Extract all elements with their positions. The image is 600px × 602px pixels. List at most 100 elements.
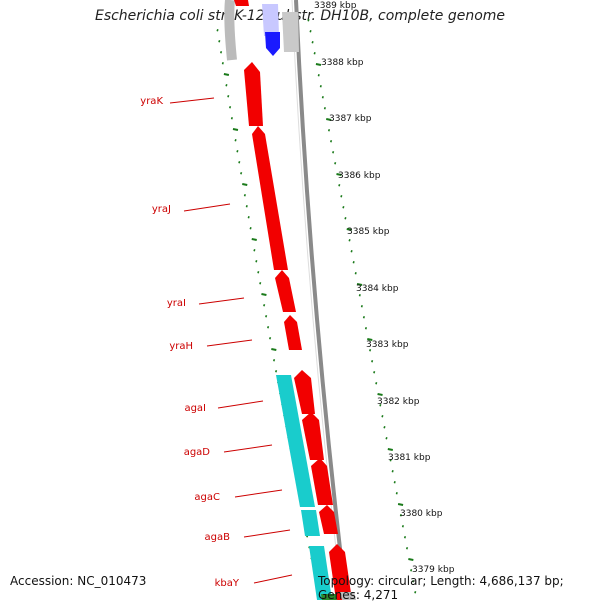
- tick-mark: [321, 96, 324, 99]
- tick-mark: [326, 118, 332, 121]
- tick-mark: [354, 272, 357, 275]
- tick-mark: [259, 282, 262, 285]
- gene-label-yraH[interactable]: yraH: [169, 341, 193, 352]
- tick-mark: [234, 139, 237, 142]
- scale-label: 3385 kbp: [347, 227, 390, 237]
- tick-mark: [317, 74, 320, 77]
- tick-mark: [338, 184, 341, 187]
- gene-kbaY[interactable]: [329, 544, 352, 600]
- scale-labels: 3389 kbp 3388 kbp 3387 kbp 3386 kbp 3385 kbp…: [314, 1, 455, 575]
- outer-ring-fragment: [224, 0, 237, 61]
- tick-mark: [336, 173, 342, 176]
- tick-mark: [403, 536, 407, 539]
- gene-agaC[interactable]: [311, 458, 333, 505]
- tick-mark: [251, 238, 257, 241]
- feature-top-blue-arrow: [265, 32, 280, 56]
- tick-mark: [387, 448, 394, 451]
- tick-mark: [243, 194, 246, 197]
- orf-3: [309, 546, 332, 600]
- leader-line: [223, 444, 273, 453]
- accession-label: Accession: NC_010473: [10, 574, 147, 588]
- gene-label-leaders: [169, 97, 293, 584]
- genome-summary: Topology: circular; Length: 4,686,137 bp…: [318, 574, 564, 602]
- tick-mark: [216, 29, 219, 32]
- tick-mark: [334, 162, 337, 165]
- gene-label-kbaY[interactable]: kbaY: [215, 578, 240, 589]
- tick-mark: [350, 250, 353, 253]
- tick-mark: [229, 106, 232, 109]
- tick-mark: [342, 206, 345, 209]
- gene-label-agaC[interactable]: agaC: [194, 492, 220, 503]
- orf-1: [276, 375, 315, 507]
- tick-mark: [389, 459, 392, 462]
- leader-line: [183, 203, 231, 212]
- orf-2: [301, 510, 320, 536]
- scale-label: 3383 kbp: [366, 340, 409, 350]
- tick-mark: [385, 437, 388, 440]
- gene-yraH[interactable]: [284, 315, 302, 350]
- gene-label-agaB[interactable]: agaB: [205, 532, 231, 543]
- gene-yraJ[interactable]: [252, 126, 288, 270]
- tick-mark: [332, 151, 335, 154]
- tick-mark: [227, 95, 230, 98]
- gene-label-yraJ[interactable]: yraJ: [152, 204, 171, 215]
- gene-label-agaI[interactable]: agaI: [184, 403, 206, 414]
- leader-line: [169, 97, 215, 104]
- tick-mark: [408, 558, 414, 561]
- tick-mark: [265, 315, 268, 318]
- gene-yraI[interactable]: [275, 270, 296, 312]
- tick-mark: [218, 40, 221, 43]
- leader-line: [206, 339, 253, 347]
- tick-mark: [257, 271, 260, 274]
- feature-bottom-green: [321, 594, 337, 600]
- tick-mark: [315, 63, 322, 66]
- gene-labels: yraK yraJ yraI yraH agaI agaD agaC agaB kbaY: [140, 96, 240, 589]
- tick-mark: [360, 305, 363, 308]
- gene-agaI[interactable]: [294, 370, 315, 414]
- gene-agaB[interactable]: [319, 505, 338, 534]
- tick-mark: [267, 326, 270, 329]
- tick-mark: [348, 239, 351, 242]
- tick-mark: [323, 107, 326, 110]
- tick-mark: [269, 337, 272, 340]
- tick-mark: [383, 426, 386, 429]
- tick-mark: [346, 228, 352, 231]
- gene-label-agaD[interactable]: agaD: [184, 447, 211, 458]
- tick-mark: [261, 293, 267, 296]
- tick-mark: [238, 161, 241, 164]
- tick-mark: [223, 73, 230, 76]
- tick-mark: [410, 569, 413, 572]
- tick-mark: [311, 41, 314, 44]
- feature-bottom-gray: [340, 592, 356, 600]
- tick-mark: [395, 492, 398, 495]
- tick-mark: [247, 216, 250, 219]
- tick-mark: [401, 525, 405, 528]
- right-tick-track: [307, 19, 417, 594]
- tick-mark: [242, 183, 248, 186]
- gene-label-yraI[interactable]: yraI: [167, 298, 186, 309]
- tick-mark: [377, 393, 383, 396]
- tick-mark: [340, 195, 343, 198]
- scale-label: 3380 kbp: [400, 509, 443, 519]
- gene-agaD[interactable]: [302, 412, 324, 460]
- tick-mark: [275, 370, 278, 373]
- tick-mark: [412, 580, 415, 583]
- tick-mark: [307, 19, 310, 22]
- leader-line: [198, 297, 245, 305]
- gene-label-yraK[interactable]: yraK: [140, 96, 163, 107]
- tick-mark: [330, 140, 333, 143]
- tick-mark: [271, 348, 277, 351]
- tick-mark: [371, 360, 374, 363]
- leader-line: [253, 574, 293, 584]
- tick-mark: [391, 470, 394, 473]
- tick-mark: [327, 129, 331, 132]
- tick-mark: [364, 327, 368, 330]
- tick-mark: [367, 338, 373, 341]
- scale-label: 3379 kbp: [412, 565, 455, 575]
- tick-mark: [309, 30, 312, 33]
- gene-yraK[interactable]: [244, 62, 263, 126]
- tick-mark: [352, 261, 355, 264]
- tick-mark: [263, 304, 266, 307]
- tick-mark: [253, 249, 256, 252]
